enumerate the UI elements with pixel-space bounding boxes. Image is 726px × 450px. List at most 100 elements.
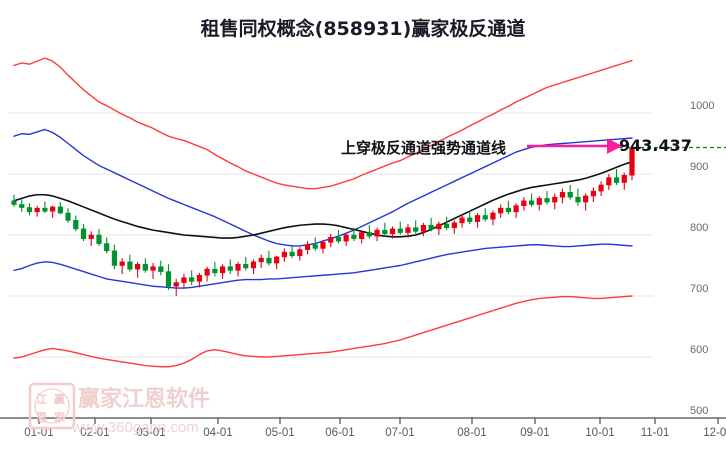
candle-body [521, 200, 527, 207]
candle-body [150, 266, 156, 271]
candle-body [335, 237, 342, 242]
y-tick-label-700: 700 [690, 283, 709, 295]
candle-body [505, 207, 512, 213]
candle-body [490, 212, 496, 220]
y-tick-label-900: 900 [690, 161, 709, 173]
candle-body [312, 244, 318, 249]
candle-body [351, 234, 357, 239]
candle-body [474, 215, 481, 222]
candle-body [26, 207, 33, 213]
candle-body [266, 257, 272, 264]
x-tick-label-03-01: 03-01 [136, 427, 166, 439]
candle-body [428, 224, 434, 230]
watermark-brand: 赢家江恩软件 [78, 387, 211, 412]
candle-body [57, 206, 63, 214]
candle-body [606, 177, 612, 186]
candle-body [212, 268, 218, 274]
candle-body [320, 242, 326, 249]
candle-body [583, 195, 589, 203]
candle-body [297, 249, 303, 257]
candle-body [189, 277, 195, 282]
candle-body [544, 198, 550, 203]
candle-body [158, 266, 164, 272]
candle-body [366, 232, 372, 237]
x-tick-label-08-01: 08-01 [457, 427, 487, 439]
x-tick-label-09-01: 09-01 [520, 427, 550, 439]
y-tick-label-500: 500 [690, 405, 709, 417]
candle-body [196, 274, 203, 282]
candle-body [498, 207, 504, 214]
seal-char-3: 家 [54, 411, 65, 424]
candle-body [281, 251, 287, 258]
candle-body [359, 232, 365, 239]
candle-body [621, 174, 627, 183]
candle-body [513, 205, 519, 213]
candle-body [19, 204, 25, 208]
x-tick-label-12-01: 12-01 [703, 427, 726, 439]
candle-body [135, 263, 141, 270]
candle-body [436, 223, 442, 230]
candle-body [382, 229, 388, 235]
candle-body [243, 263, 249, 269]
watermark-url: www.360gann.com [72, 419, 199, 436]
candle-body [42, 207, 48, 212]
candle-body [559, 192, 566, 198]
seal-char-2: 恩 [36, 411, 47, 424]
candle-body [289, 251, 295, 257]
candle-body [482, 215, 488, 220]
candle-body [227, 266, 233, 271]
candle-body [111, 250, 118, 266]
candle-body [142, 263, 148, 271]
candle-body [575, 196, 581, 203]
candle-body [413, 227, 419, 232]
y-tick-label-800: 800 [690, 222, 709, 234]
candle-body [127, 261, 133, 270]
candle-body [613, 177, 620, 183]
annotation-label: 上穿极反通道强势通道线 [341, 139, 507, 157]
candle-body [119, 261, 125, 266]
y-tick-label-600: 600 [690, 344, 709, 356]
x-tick-label-04-01: 04-01 [203, 427, 233, 439]
candle-body [165, 271, 172, 287]
candle-body [204, 268, 210, 276]
candle-body [420, 224, 427, 232]
candle-body [80, 228, 87, 239]
candle-body [567, 192, 573, 198]
candle-body [629, 147, 635, 176]
candle-body [104, 243, 110, 252]
x-tick-label-05-01: 05-01 [265, 427, 295, 439]
candle-body [389, 228, 396, 235]
candle-body [451, 222, 457, 228]
candle-body [250, 261, 257, 269]
candle-body [235, 263, 241, 271]
candle-body [443, 223, 450, 228]
candle-body [11, 200, 17, 205]
series-line-2 [13, 161, 633, 239]
candle-body [528, 200, 535, 205]
candle-body [173, 282, 179, 287]
x-tick-label-06-01: 06-01 [325, 427, 355, 439]
y-tick-label-1000: 1000 [690, 100, 715, 112]
x-tick-label-07-01: 07-01 [385, 427, 415, 439]
x-tick-label-10-01: 10-01 [585, 427, 615, 439]
candle-body [50, 206, 56, 212]
x-tick-label-11-01: 11-01 [640, 427, 670, 439]
series-line-0 [13, 57, 633, 190]
x-tick-label-01-01: 01-01 [24, 427, 54, 439]
candle-body [219, 266, 226, 274]
candle-body [598, 184, 604, 192]
candle-body [397, 228, 403, 233]
seal-char-1: 赢 [54, 393, 65, 406]
candle-body [328, 237, 334, 243]
candle-body [374, 229, 380, 237]
series-line-3 [13, 243, 633, 289]
seal-char-0: 江 [36, 393, 47, 406]
candle-body [590, 190, 596, 197]
candle-body [459, 217, 465, 224]
candle-body [258, 257, 264, 263]
x-tick-label-02-01: 02-01 [80, 427, 110, 439]
candle-body [343, 234, 349, 242]
candle-body [34, 207, 40, 213]
